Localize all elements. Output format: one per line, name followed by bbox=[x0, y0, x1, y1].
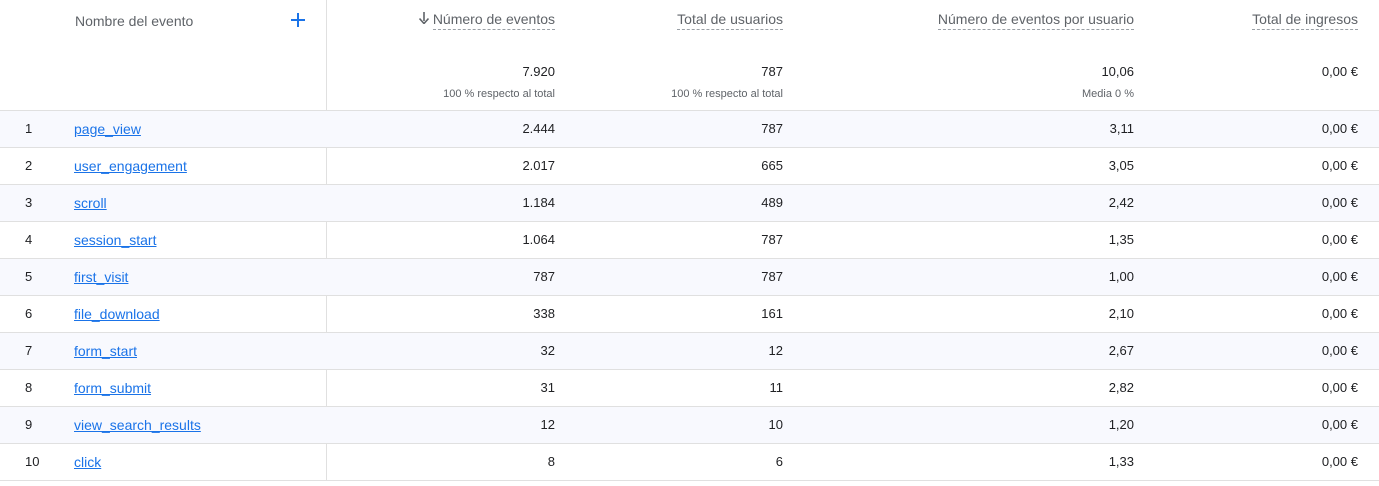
arrow-down-icon bbox=[418, 11, 429, 27]
row-index: 10 bbox=[25, 454, 40, 469]
total-event-count-sub: 100 % respecto al total bbox=[443, 88, 555, 100]
table-row: 4 session_start 1.064 787 1,35 0,00 € bbox=[0, 222, 1379, 259]
table-row: 10 click 8 6 1,33 0,00 € bbox=[0, 444, 1379, 481]
row-index: 9 bbox=[25, 417, 33, 432]
cell-total-users: 12 bbox=[768, 343, 783, 358]
cell-total-revenue: 0,00 € bbox=[1321, 121, 1358, 136]
cell-events-per-user: 2,82 bbox=[1108, 380, 1134, 395]
row-index: 2 bbox=[25, 158, 33, 173]
cell-event-count: 2.444 bbox=[522, 121, 555, 136]
cell-event-count: 12 bbox=[540, 417, 555, 432]
cell-total-revenue: 0,00 € bbox=[1321, 343, 1358, 358]
total-event-count: 7.920 bbox=[522, 64, 555, 79]
cell-events-per-user: 2,67 bbox=[1108, 343, 1134, 358]
event-name-link[interactable]: first_visit bbox=[74, 269, 129, 285]
cell-event-count: 787 bbox=[533, 269, 555, 284]
row-index: 7 bbox=[25, 343, 33, 358]
cell-event-count: 338 bbox=[533, 306, 555, 321]
header-total-revenue[interactable]: Total de ingresos bbox=[1252, 11, 1358, 30]
header-events-per-user-label: Número de eventos por usuario bbox=[937, 11, 1134, 30]
table-row: 8 form_submit 31 11 2,82 0,00 € bbox=[0, 370, 1379, 407]
row-index: 1 bbox=[25, 121, 33, 136]
cell-total-users: 787 bbox=[761, 269, 783, 284]
total-users-sub: 100 % respecto al total bbox=[671, 88, 783, 100]
table-row: 7 form_start 32 12 2,67 0,00 € bbox=[0, 333, 1379, 370]
event-name-link[interactable]: scroll bbox=[74, 195, 107, 211]
cell-total-revenue: 0,00 € bbox=[1321, 380, 1358, 395]
dimension-header: Nombre del evento bbox=[75, 13, 194, 29]
cell-total-users: 665 bbox=[761, 158, 783, 173]
table-row: 2 user_engagement 2.017 665 3,05 0,00 € bbox=[0, 148, 1379, 185]
total-events-per-user-sub: Media 0 % bbox=[1082, 88, 1134, 100]
plus-icon bbox=[291, 13, 305, 27]
table-row: 1 page_view 2.444 787 3,11 0,00 € bbox=[0, 111, 1379, 148]
cell-total-users: 787 bbox=[761, 121, 783, 136]
total-events-per-user: 10,06 bbox=[1101, 64, 1134, 79]
header-event-count[interactable]: Número de eventos bbox=[418, 11, 555, 30]
row-index: 6 bbox=[25, 306, 33, 321]
cell-events-per-user: 2,10 bbox=[1108, 306, 1134, 321]
cell-events-per-user: 1,35 bbox=[1108, 232, 1134, 247]
cell-event-count: 2.017 bbox=[522, 158, 555, 173]
event-name-link[interactable]: form_submit bbox=[74, 380, 152, 396]
table-row: 6 file_download 338 161 2,10 0,00 € bbox=[0, 296, 1379, 333]
row-index: 3 bbox=[25, 195, 33, 210]
header-total-users[interactable]: Total de usuarios bbox=[677, 11, 783, 30]
event-name-link[interactable]: user_engagement bbox=[74, 158, 187, 174]
table-row: 3 scroll 1.184 489 2,42 0,00 € bbox=[0, 185, 1379, 222]
cell-total-users: 787 bbox=[761, 232, 783, 247]
cell-total-users: 489 bbox=[761, 195, 783, 210]
cell-total-revenue: 0,00 € bbox=[1321, 158, 1358, 173]
header-event-count-label: Número de eventos bbox=[432, 11, 555, 30]
cell-total-users: 11 bbox=[769, 380, 784, 395]
cell-event-count: 1.184 bbox=[522, 195, 555, 210]
cell-total-revenue: 0,00 € bbox=[1321, 195, 1358, 210]
event-name-link[interactable]: click bbox=[74, 454, 102, 470]
column-divider bbox=[326, 0, 327, 481]
cell-total-users: 10 bbox=[768, 417, 783, 432]
event-name-link[interactable]: view_search_results bbox=[74, 417, 201, 433]
cell-total-users: 6 bbox=[775, 454, 783, 469]
cell-total-users: 161 bbox=[761, 306, 783, 321]
cell-event-count: 1.064 bbox=[522, 232, 555, 247]
cell-events-per-user: 1,33 bbox=[1108, 454, 1134, 469]
cell-events-per-user: 2,42 bbox=[1108, 195, 1134, 210]
cell-total-revenue: 0,00 € bbox=[1321, 454, 1358, 469]
table-header: Nombre del evento Número de eventos 7.92… bbox=[0, 0, 1379, 111]
cell-total-revenue: 0,00 € bbox=[1321, 306, 1358, 321]
cell-events-per-user: 3,05 bbox=[1108, 158, 1134, 173]
row-index: 5 bbox=[25, 269, 33, 284]
cell-event-count: 32 bbox=[540, 343, 555, 358]
row-index: 4 bbox=[25, 232, 33, 247]
total-revenue: 0,00 € bbox=[1321, 64, 1358, 79]
header-total-revenue-label: Total de ingresos bbox=[1252, 11, 1358, 30]
cell-event-count: 8 bbox=[547, 454, 555, 469]
event-name-link[interactable]: file_download bbox=[74, 306, 160, 322]
cell-events-per-user: 1,20 bbox=[1108, 417, 1134, 432]
cell-event-count: 31 bbox=[540, 380, 555, 395]
event-name-link[interactable]: session_start bbox=[74, 232, 157, 248]
total-users: 787 bbox=[761, 64, 783, 79]
cell-total-revenue: 0,00 € bbox=[1321, 232, 1358, 247]
cell-events-per-user: 3,11 bbox=[1109, 121, 1134, 136]
header-total-users-label: Total de usuarios bbox=[677, 11, 783, 30]
event-name-link[interactable]: page_view bbox=[74, 121, 141, 137]
event-name-link[interactable]: form_start bbox=[74, 343, 138, 359]
row-index: 8 bbox=[25, 380, 33, 395]
cell-events-per-user: 1,00 bbox=[1108, 269, 1134, 284]
table-body: 1 page_view 2.444 787 3,11 0,00 € 2 user_engage… bbox=[0, 111, 1379, 481]
header-events-per-user[interactable]: Número de eventos por usuario bbox=[937, 11, 1134, 30]
add-dimension-button[interactable] bbox=[288, 8, 308, 32]
table-row: 9 view_search_results 12 10 1,20 0,00 € bbox=[0, 407, 1379, 444]
cell-total-revenue: 0,00 € bbox=[1321, 269, 1358, 284]
cell-total-revenue: 0,00 € bbox=[1321, 417, 1358, 432]
table-row: 5 first_visit 787 787 1,00 0,00 € bbox=[0, 259, 1379, 296]
